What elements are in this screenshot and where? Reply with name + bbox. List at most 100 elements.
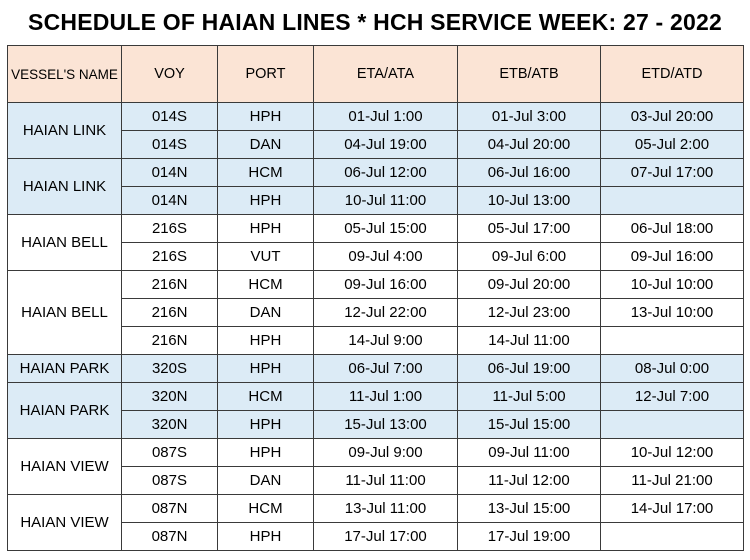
cell-port: HPH (217, 326, 314, 355)
cell-etb: 01-Jul 3:00 (457, 102, 601, 131)
cell-etb: 09-Jul 20:00 (457, 270, 601, 299)
cell-port: HPH (217, 102, 314, 131)
header-row: VESSEL'S NAME VOY PORT ETA/ATA ETB/ATB E… (7, 45, 744, 103)
cell-voy: 087S (121, 466, 218, 495)
table-row: HAIAN LINK 014N HCM 06-Jul 12:00 06-Jul 16:0… (7, 158, 744, 215)
table-row: 216N DAN 12-Jul 22:00 12-Jul 23:00 13-Jul 10… (8, 298, 744, 327)
cell-eta: 14-Jul 9:00 (313, 326, 458, 355)
table-row: HAIAN PARK 320S HPH 06-Jul 7:00 06-Jul 19:00… (7, 354, 744, 383)
schedule-table: VESSEL'S NAME VOY PORT ETA/ATA ETB/ATB E… (7, 45, 744, 551)
cell-eta: 01-Jul 1:00 (313, 102, 458, 131)
page-title: SCHEDULE OF HAIAN LINES * HCH SERVICE WE… (28, 9, 722, 35)
cell-etb: 12-Jul 23:00 (457, 298, 601, 327)
cell-etb: 17-Jul 19:00 (457, 522, 601, 551)
cell-eta: 04-Jul 19:00 (313, 130, 458, 159)
table-row: 014S DAN 04-Jul 19:00 04-Jul 20:00 05-Jul 2:… (8, 130, 744, 159)
cell-etd: 05-Jul 2:00 (600, 130, 744, 159)
cell-voy: 087N (121, 522, 218, 551)
cell-etb: 13-Jul 15:00 (457, 494, 601, 523)
table-row: 216N HPH 14-Jul 9:00 14-Jul 11:00 (8, 326, 744, 355)
table-row: HAIAN BELL 216N HCM 09-Jul 16:00 09-Jul 20:0… (7, 270, 744, 355)
cell-etb: 11-Jul 12:00 (457, 466, 601, 495)
cell-eta: 06-Jul 12:00 (313, 158, 458, 187)
cell-voy: 216S (121, 214, 218, 243)
cell-vessel-name: HAIAN VIEW (7, 494, 122, 551)
cell-etd: 12-Jul 7:00 (600, 382, 744, 411)
cell-port: HPH (217, 522, 314, 551)
cell-port: DAN (217, 466, 314, 495)
cell-etb: 10-Jul 13:00 (457, 186, 601, 215)
header-etb: ETB/ATB (457, 45, 601, 103)
cell-port: HCM (217, 158, 314, 187)
cell-vessel-name: HAIAN LINK (7, 158, 122, 215)
cell-voy: 014N (121, 186, 218, 215)
cell-voy: 216N (121, 298, 218, 327)
cell-port: DAN (217, 298, 314, 327)
cell-etd (600, 186, 744, 215)
cell-eta: 11-Jul 1:00 (313, 382, 458, 411)
cell-etd: 06-Jul 18:00 (600, 214, 744, 243)
cell-voy: 087N (121, 494, 218, 523)
table-row: HAIAN PARK 320N HCM 11-Jul 1:00 11-Jul 5:00 1… (7, 382, 744, 439)
cell-etd: 08-Jul 0:00 (600, 354, 744, 383)
cell-etd (600, 410, 744, 439)
cell-etd (600, 326, 744, 355)
cell-eta: 06-Jul 7:00 (313, 354, 458, 383)
header-vessel-name: VESSEL'S NAME (7, 45, 122, 103)
cell-port: HPH (217, 214, 314, 243)
cell-etd: 03-Jul 20:00 (600, 102, 744, 131)
header-port: PORT (217, 45, 314, 103)
cell-vessel-name: HAIAN BELL (7, 214, 122, 271)
cell-eta: 05-Jul 15:00 (313, 214, 458, 243)
cell-eta: 13-Jul 11:00 (313, 494, 458, 523)
cell-port: HPH (217, 354, 314, 383)
cell-voy: 087S (121, 438, 218, 467)
cell-voy: 216N (121, 270, 218, 299)
cell-voy: 216N (121, 326, 218, 355)
cell-etb: 04-Jul 20:00 (457, 130, 601, 159)
cell-voy: 320S (121, 354, 218, 383)
cell-etd: 14-Jul 17:00 (600, 494, 744, 523)
cell-etb: 06-Jul 16:00 (457, 158, 601, 187)
table-row: 087N HPH 17-Jul 17:00 17-Jul 19:00 (8, 522, 744, 551)
cell-port: HPH (217, 410, 314, 439)
cell-etd: 07-Jul 17:00 (600, 158, 744, 187)
cell-eta: 09-Jul 4:00 (313, 242, 458, 271)
table-row: HAIAN VIEW 087N HCM 13-Jul 11:00 13-Jul 15:0… (7, 494, 744, 551)
cell-port: HPH (217, 438, 314, 467)
cell-eta: 15-Jul 13:00 (313, 410, 458, 439)
table-row: 014N HPH 10-Jul 11:00 10-Jul 13:00 (8, 186, 744, 215)
schedule-body: HAIAN LINK 014S HPH 01-Jul 1:00 01-Jul 3:00 0… (7, 102, 744, 551)
table-row: HAIAN BELL 216S HPH 05-Jul 15:00 05-Jul 17:0… (7, 214, 744, 271)
cell-vessel-name: HAIAN PARK (7, 354, 122, 383)
header-eta: ETA/ATA (313, 45, 458, 103)
cell-port: HCM (217, 382, 314, 411)
cell-etd: 10-Jul 12:00 (600, 438, 744, 467)
cell-etd (600, 522, 744, 551)
cell-vessel-name: HAIAN PARK (7, 382, 122, 439)
cell-voy: 320N (121, 382, 218, 411)
cell-port: HCM (217, 494, 314, 523)
cell-voy: 320N (121, 410, 218, 439)
cell-eta: 12-Jul 22:00 (313, 298, 458, 327)
cell-etd: 11-Jul 21:00 (600, 466, 744, 495)
cell-voy: 014N (121, 158, 218, 187)
cell-eta: 09-Jul 16:00 (313, 270, 458, 299)
cell-voy: 216S (121, 242, 218, 271)
cell-eta: 17-Jul 17:00 (313, 522, 458, 551)
cell-etd: 09-Jul 16:00 (600, 242, 744, 271)
cell-etb: 15-Jul 15:00 (457, 410, 601, 439)
cell-etd: 10-Jul 10:00 (600, 270, 744, 299)
cell-etb: 11-Jul 5:00 (457, 382, 601, 411)
cell-port: HPH (217, 186, 314, 215)
table-row: HAIAN VIEW 087S HPH 09-Jul 9:00 09-Jul 11:00… (7, 438, 744, 495)
cell-eta: 11-Jul 11:00 (313, 466, 458, 495)
table-row: 320N HPH 15-Jul 13:00 15-Jul 15:00 (8, 410, 744, 439)
table-row: HAIAN LINK 014S HPH 01-Jul 1:00 01-Jul 3:00 0… (7, 102, 744, 159)
cell-vessel-name: HAIAN BELL (7, 270, 122, 355)
cell-port: HCM (217, 270, 314, 299)
cell-vessel-name: HAIAN LINK (7, 102, 122, 159)
header-etd: ETD/ATD (600, 45, 744, 103)
cell-voy: 014S (121, 130, 218, 159)
cell-etb: 09-Jul 6:00 (457, 242, 601, 271)
